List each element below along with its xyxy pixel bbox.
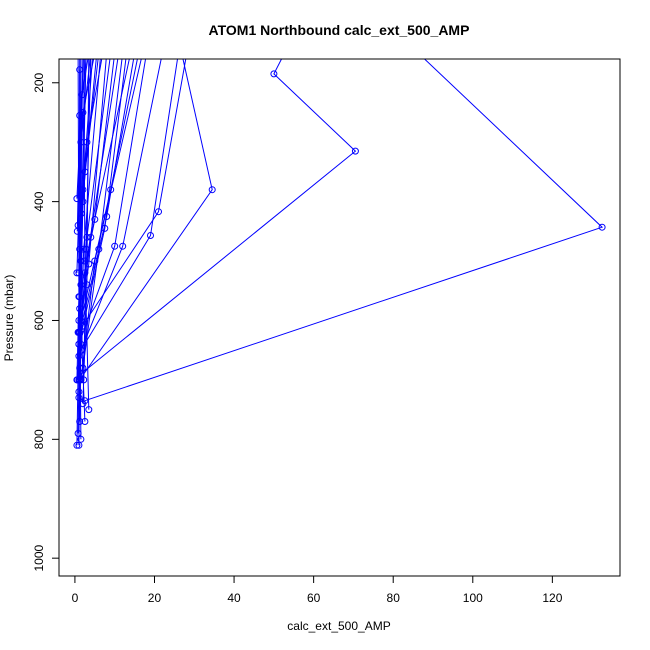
y-tick-label: 200 xyxy=(32,72,46,92)
series-profile xyxy=(73,59,119,384)
data-point xyxy=(76,418,84,425)
data-point xyxy=(75,328,83,336)
y-axis-label: Pressure (mbar) xyxy=(2,275,16,362)
series-profile xyxy=(75,59,130,336)
y-tick-label: 600 xyxy=(32,310,46,330)
data-point xyxy=(75,441,83,449)
series-line xyxy=(83,59,90,410)
data-point xyxy=(73,441,81,449)
series-line xyxy=(80,59,86,422)
x-tick-label: 40 xyxy=(227,591,241,605)
data-point xyxy=(81,418,89,425)
series-line xyxy=(81,59,187,327)
x-tick-label: 60 xyxy=(307,591,321,605)
data-point xyxy=(77,376,85,384)
series-line xyxy=(80,59,93,285)
series-line xyxy=(79,59,213,381)
data-point xyxy=(270,70,278,78)
series-line xyxy=(78,59,127,345)
data-point xyxy=(77,435,85,443)
x-tick-label: 80 xyxy=(387,591,401,605)
x-axis-label: calc_ext_500_AMP xyxy=(287,619,390,633)
data-point xyxy=(91,215,99,223)
y-axis: 200 400 600 800 1000 xyxy=(32,72,60,572)
data-point xyxy=(76,66,84,74)
series-line xyxy=(79,59,111,369)
x-axis: 0 20 40 60 80 100 120 xyxy=(72,575,563,605)
data-point xyxy=(75,394,83,402)
y-tick-label: 1000 xyxy=(32,545,46,572)
data-point xyxy=(91,257,99,265)
series-layer xyxy=(73,59,606,449)
series-line xyxy=(80,59,142,380)
series-line xyxy=(77,59,97,333)
series-line xyxy=(80,59,179,351)
data-point xyxy=(74,429,82,437)
series-line xyxy=(76,59,119,380)
series-line xyxy=(78,59,162,357)
data-point xyxy=(598,223,606,231)
data-point xyxy=(119,242,127,250)
x-tick-label: 120 xyxy=(542,591,562,605)
series-line xyxy=(80,59,357,375)
series-line xyxy=(82,59,123,369)
data-point xyxy=(79,400,87,408)
y-tick-label: 400 xyxy=(32,191,46,211)
series-line xyxy=(78,59,130,333)
series-line xyxy=(84,59,604,402)
y-tick-label: 800 xyxy=(32,429,46,449)
data-point xyxy=(87,233,95,241)
x-tick-label: 0 xyxy=(72,591,79,605)
x-tick-label: 100 xyxy=(463,591,483,605)
data-point xyxy=(111,242,119,250)
chart-title: ATOM1 Northbound calc_ext_500_AMP xyxy=(209,22,470,38)
series-profile xyxy=(77,59,142,384)
data-point xyxy=(147,232,154,239)
data-point xyxy=(208,186,216,194)
data-point xyxy=(73,376,81,384)
data-point xyxy=(85,406,93,414)
data-point xyxy=(95,245,103,253)
data-point xyxy=(351,147,359,155)
data-point xyxy=(81,269,89,277)
data-point xyxy=(155,208,162,216)
data-point xyxy=(77,210,85,217)
x-tick-label: 20 xyxy=(148,591,162,605)
